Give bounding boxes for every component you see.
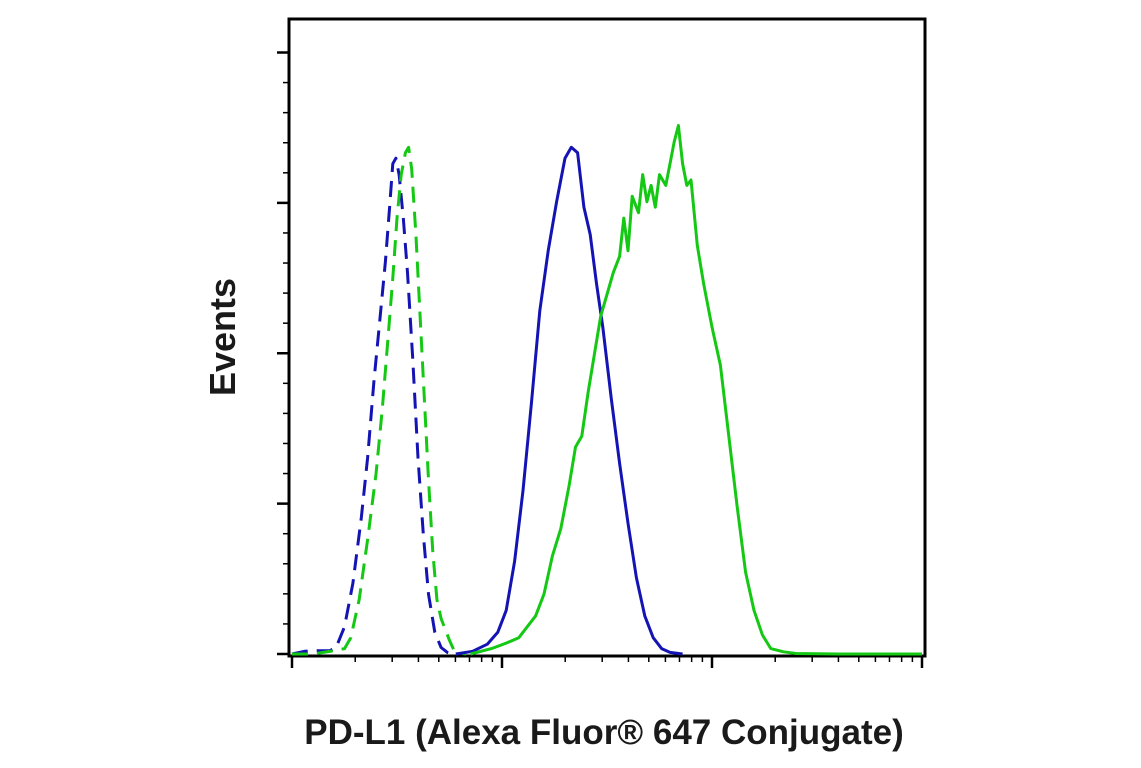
series-layer — [291, 124, 922, 656]
histogram-series-4-solid — [470, 124, 922, 656]
y-axis-label: Events — [202, 278, 243, 396]
y-axis-ticks — [277, 51, 289, 656]
x-axis-ticks — [290, 656, 924, 668]
x-axis-label: PD-L1 (Alexa Fluor® 647 Conjugate) — [304, 713, 904, 752]
plot-frame — [287, 17, 927, 658]
histogram-series-1-dashed — [291, 156, 455, 656]
histogram-series-3-solid — [455, 145, 683, 656]
histogram-series-2-dashed — [292, 145, 467, 656]
